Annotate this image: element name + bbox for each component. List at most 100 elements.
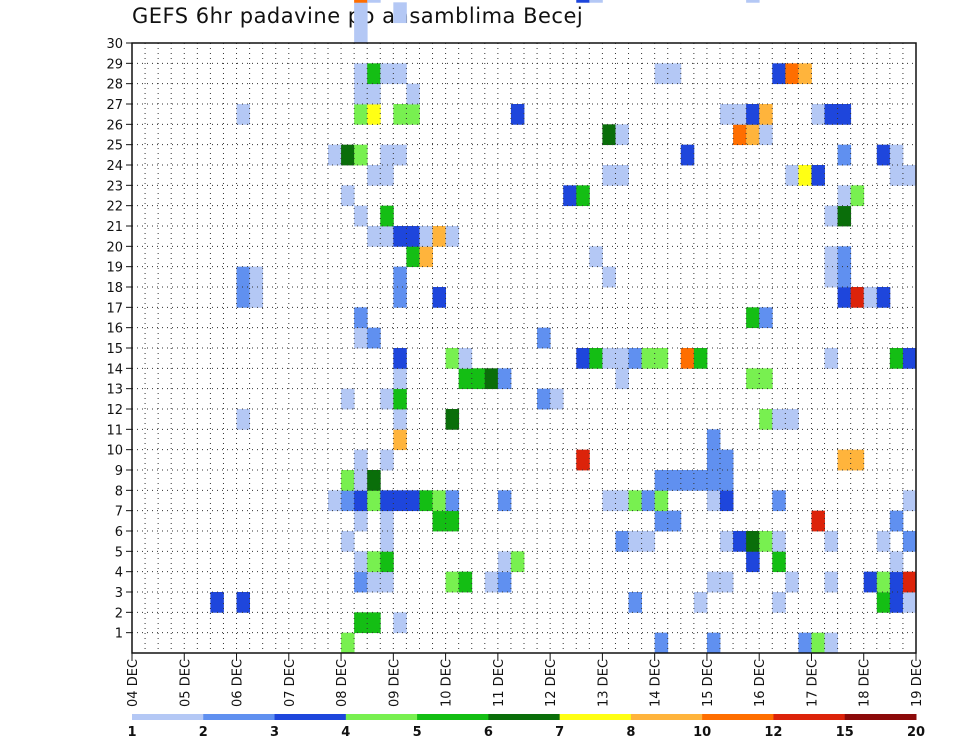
heatmap-cell — [236, 409, 250, 430]
heatmap-cell — [380, 63, 394, 85]
heatmap-cell — [537, 327, 551, 349]
heatmap-cell — [654, 632, 669, 654]
colorbar-level-label: 3 — [270, 725, 279, 740]
heatmap-cell — [354, 307, 368, 329]
y-tick-label: 29 — [106, 57, 123, 72]
heatmap-cell — [746, 104, 760, 125]
heatmap-cell — [746, 531, 760, 552]
colorbar-level-label: 12 — [764, 725, 782, 740]
heatmap-cell — [341, 388, 355, 410]
heatmap-cell — [615, 490, 629, 512]
heatmap-cell — [720, 571, 734, 593]
y-tick-label: 3 — [115, 586, 123, 601]
heatmap-cell — [602, 266, 616, 288]
heatmap-cell — [641, 531, 656, 552]
heatmap-cell — [746, 307, 760, 329]
heatmap-cell — [445, 348, 460, 369]
heatmap-cell — [445, 226, 460, 247]
heatmap-cell — [602, 490, 616, 512]
x-tick-label: 14 DEC — [649, 659, 664, 707]
colorbar-level-label: 4 — [341, 725, 350, 740]
heatmap-cell — [759, 124, 773, 146]
heatmap-cell — [497, 490, 512, 512]
x-tick-label: 07 DEC — [283, 659, 298, 707]
heatmap-cell — [902, 348, 917, 369]
heatmap-cell — [746, 0, 760, 3]
y-tick-label: 22 — [106, 200, 123, 215]
x-tick-label: 17 DEC — [805, 659, 820, 707]
heatmap-cell — [654, 510, 669, 532]
heatmap-cell — [380, 165, 394, 186]
heatmap-cell — [811, 104, 825, 125]
heatmap-cell — [759, 104, 773, 125]
heatmap-cell — [876, 287, 891, 308]
x-tick-label: 19 DEC — [910, 659, 925, 707]
y-tick-label: 13 — [106, 383, 123, 398]
x-tick-label: 09 DEC — [387, 659, 402, 707]
grid-lines — [132, 43, 916, 653]
heatmap-cell — [497, 368, 512, 390]
heatmap-cell — [720, 104, 734, 125]
heatmap-cell — [236, 104, 250, 125]
heatmap-cell — [667, 63, 682, 85]
heatmap-cell — [641, 348, 656, 369]
colorbar-segment — [559, 714, 632, 720]
heatmap-cell — [419, 490, 433, 512]
heatmap-cell — [432, 226, 446, 247]
heatmap-cell — [759, 307, 773, 329]
y-tick-label: 21 — [106, 220, 123, 235]
heatmap-cell — [341, 144, 355, 166]
colorbar-level-label: 6 — [484, 725, 493, 740]
heatmap-cell — [759, 368, 773, 390]
heatmap-cell — [824, 246, 838, 268]
heatmap-cell — [328, 490, 342, 512]
heatmap-cell — [367, 0, 381, 3]
heatmap-cell — [393, 490, 407, 512]
heatmap-cell — [720, 531, 734, 552]
heatmap-cell — [510, 551, 525, 573]
heatmap-cell — [354, 104, 368, 125]
x-tick-label: 16 DEC — [753, 659, 768, 707]
y-tick-label: 28 — [106, 78, 123, 93]
heatmap-cell — [785, 165, 799, 186]
heatmap-cell — [354, 327, 368, 349]
heatmap-cell — [615, 165, 629, 186]
heatmap-cell — [837, 144, 852, 166]
heatmap-cell — [837, 449, 852, 471]
heatmap-cell — [589, 0, 603, 3]
heatmap-cell — [354, 83, 368, 105]
x-tick-label: 13 DEC — [596, 659, 611, 707]
heatmap-cell — [667, 510, 682, 532]
y-tick-label: 14 — [106, 362, 123, 377]
colorbar-segment — [773, 714, 846, 720]
heatmap-cell — [693, 470, 708, 491]
heatmap-cell — [354, 205, 368, 227]
heatmap-cell — [759, 409, 773, 430]
heatmap-cell — [772, 490, 786, 512]
heatmap-cell — [602, 348, 616, 369]
heatmap-cell — [406, 226, 420, 247]
heatmap-cell — [837, 205, 852, 227]
heatmap-cell — [824, 571, 838, 593]
colorbar: 1 2 3 4 5 6 7 8 10 12 15 20 — [127, 714, 925, 740]
x-tick-label: 12 DEC — [544, 659, 559, 707]
y-tick-label: 7 — [115, 505, 123, 520]
heatmap-cell — [497, 571, 512, 593]
colorbar-segment — [203, 714, 276, 720]
heatmap-cell — [837, 185, 852, 207]
heatmap-cell — [902, 531, 917, 552]
heatmap-cell — [249, 287, 264, 308]
heatmap-cell — [537, 388, 551, 410]
heatmap-cell — [367, 612, 381, 634]
colorbar-segment — [132, 714, 204, 720]
heatmap-cell — [746, 124, 760, 146]
y-tick-label: 6 — [115, 525, 123, 540]
heatmap-cell — [445, 409, 460, 430]
heatmap-cell — [706, 449, 721, 471]
heatmap-cell — [798, 63, 812, 85]
y-tick-label: 16 — [106, 322, 123, 337]
heatmap-cell — [380, 388, 394, 410]
heatmap-cell — [889, 348, 904, 369]
heatmap-cell — [706, 429, 721, 451]
colorbar-segment — [844, 714, 917, 720]
